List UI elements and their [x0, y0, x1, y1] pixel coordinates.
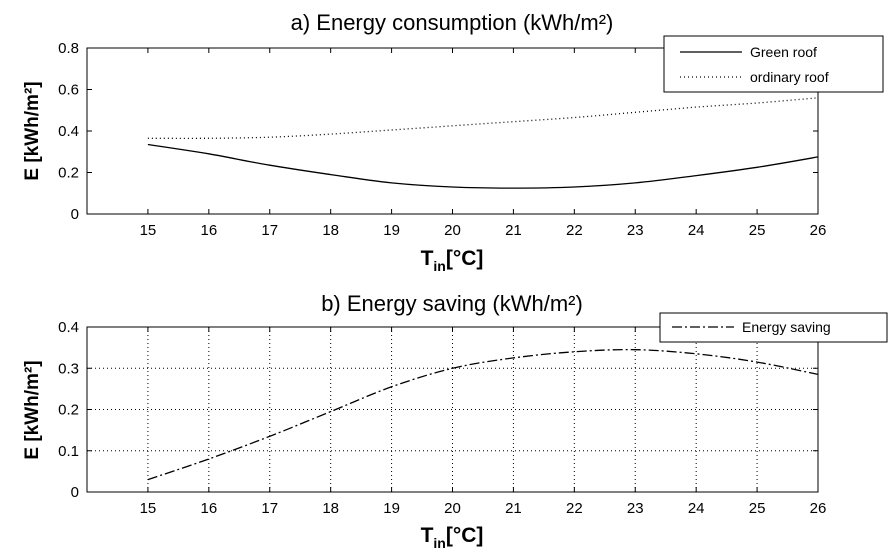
- x-tick-label: 17: [261, 500, 278, 517]
- x-tick-label: 16: [200, 222, 217, 239]
- y-tick-label: 0: [71, 484, 79, 501]
- panel-b-title: b) Energy saving (kWh/m²): [321, 291, 583, 316]
- x-tick-label: 19: [383, 500, 400, 517]
- panel-a-title: a) Energy consumption (kWh/m²): [291, 10, 614, 35]
- panel-b-axes-box: [86, 326, 819, 493]
- x-tick-label: 23: [627, 500, 644, 517]
- y-tick-label: 0.1: [58, 443, 79, 460]
- panel-b: b) Energy saving (kWh/m²) 15 16 17 18 19 20 21…: [22, 291, 888, 551]
- panel-a-legend-label-green-roof: Green roof: [750, 44, 817, 60]
- x-tick-label: 26: [810, 500, 827, 517]
- series-line-ordinary-roof: [147, 97, 819, 139]
- x-tick-label: 24: [688, 222, 705, 239]
- y-tick-label: 0.3: [58, 360, 79, 377]
- panel-b-legend-box: [659, 312, 888, 343]
- panel-a-legend-label-ordinary-roof: ordinary roof: [750, 69, 829, 85]
- panel-a-x-ticks: 15 16 17 18 19 20 21 22 23 24 25 26: [140, 48, 827, 239]
- x-tick-label: 20: [444, 500, 461, 517]
- x-tick-label: 15: [140, 500, 157, 517]
- x-tick-label: 16: [200, 500, 217, 517]
- x-tick-label: 21: [505, 500, 522, 517]
- panel-b-legend: Energy saving: [659, 312, 888, 343]
- panel-a: a) Energy consumption (kWh/m²) 15 16 17 18 1…: [22, 10, 884, 274]
- panel-a-series: [147, 97, 819, 189]
- panel-b-legend-label-energy-saving: Energy saving: [742, 319, 831, 335]
- x-tick-label: 25: [749, 222, 766, 239]
- x-tick-label: 22: [566, 222, 583, 239]
- panel-a-x-axis-label: Tin[°C]: [421, 247, 484, 274]
- panel-b-x-axis-label: Tin[°C]: [421, 524, 484, 551]
- panel-a-y-axis-label: E [kWh/m²]: [22, 81, 43, 180]
- y-tick-label: 0.2: [58, 402, 79, 419]
- x-tick-label: 19: [383, 222, 400, 239]
- x-tick-label: 23: [627, 222, 644, 239]
- panel-b-y-axis-label: E [kWh/m²]: [22, 360, 43, 459]
- y-tick-label: 0: [71, 206, 79, 223]
- y-tick-label: 0.4: [58, 123, 79, 140]
- panel-b-series: [147, 348, 819, 481]
- x-tick-label: 21: [505, 222, 522, 239]
- panel-a-y-ticks: 0 0.2 0.4 0.6 0.8: [58, 40, 818, 223]
- series-line-energy-saving: [147, 348, 819, 481]
- x-tick-label: 22: [566, 500, 583, 517]
- x-tick-label: 18: [322, 500, 339, 517]
- y-tick-label: 0.8: [58, 40, 79, 57]
- x-tick-label: 24: [688, 500, 705, 517]
- x-tick-label: 18: [322, 222, 339, 239]
- panel-b-y-ticks: 0 0.1 0.2 0.3 0.4: [58, 319, 818, 501]
- panel-a-legend-box: [663, 35, 884, 93]
- series-line-green-roof: [147, 143, 819, 189]
- panel-a-legend: Green roof ordinary roof: [663, 35, 884, 93]
- y-tick-label: 0.4: [58, 319, 79, 336]
- x-tick-label: 25: [749, 500, 766, 517]
- y-tick-label: 0.6: [58, 82, 79, 99]
- x-tick-label: 15: [140, 222, 157, 239]
- y-tick-label: 0.2: [58, 165, 79, 182]
- panel-b-x-ticks: 15 16 17 18 19 20 21 22 23 24 25 26: [140, 327, 827, 517]
- x-tick-label: 20: [444, 222, 461, 239]
- x-tick-label: 17: [261, 222, 278, 239]
- x-tick-label: 26: [810, 222, 827, 239]
